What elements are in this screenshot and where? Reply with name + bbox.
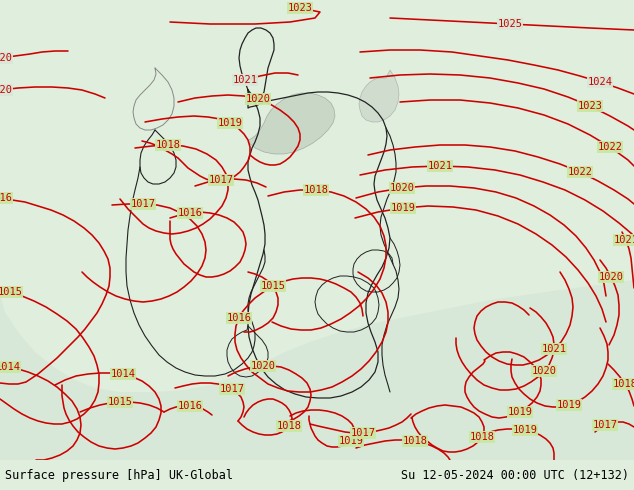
Text: Surface pressure [hPa] UK-Global: Surface pressure [hPa] UK-Global — [5, 468, 233, 482]
Text: 1015: 1015 — [0, 287, 22, 297]
Text: 1020: 1020 — [0, 85, 13, 95]
Text: 1020: 1020 — [389, 183, 415, 193]
Polygon shape — [248, 93, 335, 154]
Text: 1024: 1024 — [588, 77, 612, 87]
Text: 1020: 1020 — [0, 53, 13, 63]
Text: 1018: 1018 — [612, 379, 634, 389]
Text: 1018: 1018 — [403, 436, 427, 446]
Text: 1020: 1020 — [245, 94, 271, 104]
Text: 1017: 1017 — [209, 175, 233, 185]
Text: 1017: 1017 — [219, 384, 245, 394]
Text: 1019: 1019 — [217, 118, 242, 128]
Text: 1018: 1018 — [155, 140, 181, 150]
Text: 1021: 1021 — [427, 161, 453, 171]
Text: 1016: 1016 — [178, 208, 202, 218]
Text: 1020: 1020 — [531, 366, 557, 376]
Text: 1019: 1019 — [507, 407, 533, 417]
Text: 1017: 1017 — [351, 428, 375, 438]
Text: 1018: 1018 — [276, 421, 302, 431]
Text: 1025: 1025 — [498, 19, 522, 29]
Text: 1018: 1018 — [304, 185, 328, 195]
Text: 1021: 1021 — [233, 75, 257, 85]
Text: 1020: 1020 — [598, 272, 623, 282]
Text: 1023: 1023 — [287, 3, 313, 13]
Text: 1022: 1022 — [567, 167, 593, 177]
Text: 1019: 1019 — [512, 425, 538, 435]
Polygon shape — [359, 70, 399, 122]
Text: 1016: 1016 — [0, 193, 13, 203]
Text: 1017: 1017 — [593, 420, 618, 430]
Text: Su 12-05-2024 00:00 UTC (12+132): Su 12-05-2024 00:00 UTC (12+132) — [401, 468, 629, 482]
Text: 1023: 1023 — [578, 101, 602, 111]
Text: 1015: 1015 — [108, 397, 133, 407]
Text: 1021: 1021 — [541, 344, 567, 354]
Text: 1020: 1020 — [250, 361, 276, 371]
Text: 1015: 1015 — [261, 281, 285, 291]
Polygon shape — [0, 280, 634, 460]
Text: 1019: 1019 — [339, 436, 363, 446]
Text: 1016: 1016 — [226, 313, 252, 323]
Text: 1016: 1016 — [178, 401, 202, 411]
Text: 1021: 1021 — [614, 235, 634, 245]
Text: 1014: 1014 — [110, 369, 136, 379]
Text: 1017: 1017 — [131, 199, 155, 209]
Text: 1019: 1019 — [557, 400, 581, 410]
Text: 1019: 1019 — [391, 203, 415, 213]
Text: 1014: 1014 — [0, 362, 20, 372]
Text: 1022: 1022 — [597, 142, 623, 152]
Text: 1018: 1018 — [470, 432, 495, 442]
